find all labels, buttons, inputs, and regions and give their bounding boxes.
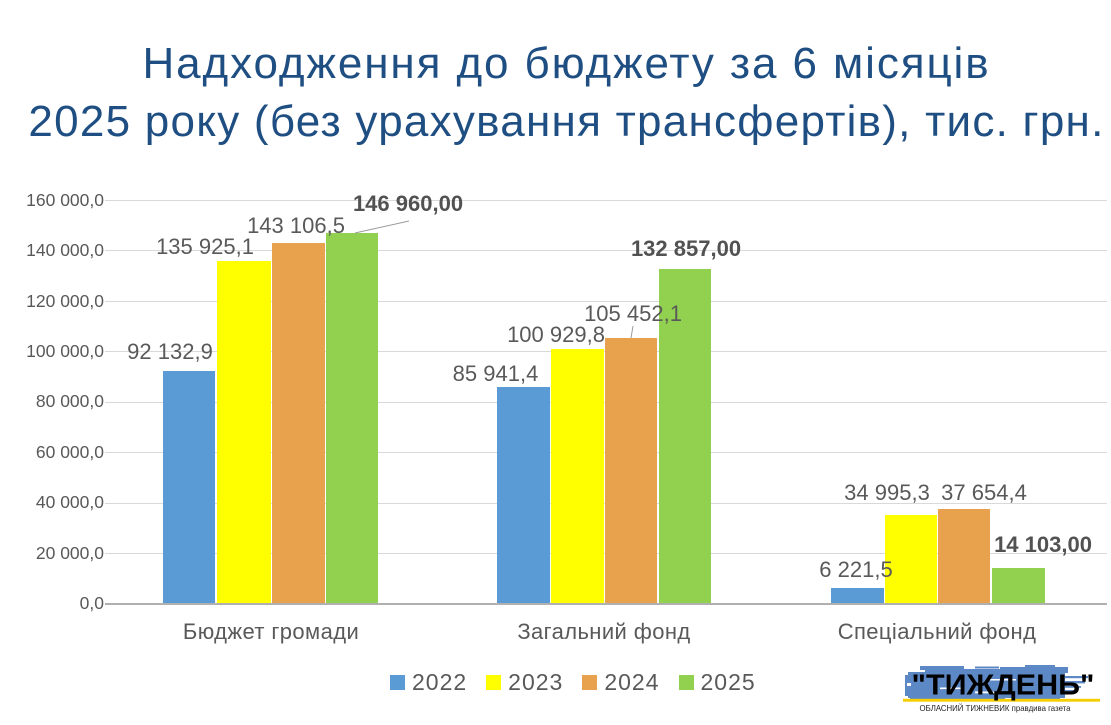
- svg-text:ОБЛАСНИЙ ТИЖНЕВИК правдива газ: ОБЛАСНИЙ ТИЖНЕВИК правдива газета: [920, 702, 1071, 713]
- svg-text:"ТИЖДЕНЬ": "ТИЖДЕНЬ": [912, 670, 1095, 702]
